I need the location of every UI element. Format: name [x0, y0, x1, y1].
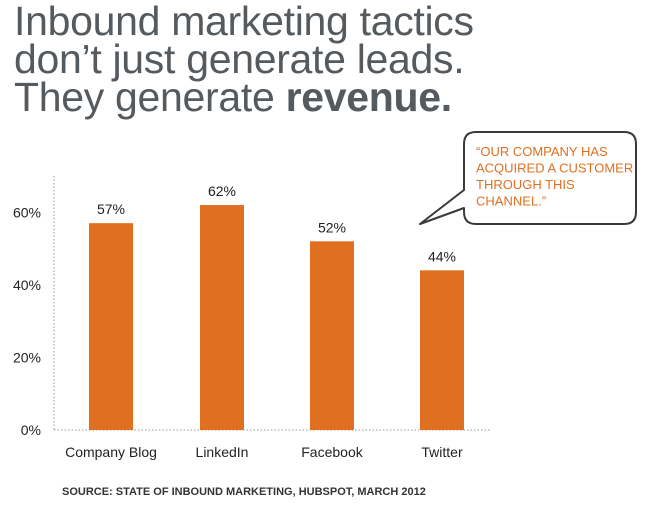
data-label: 57%: [97, 201, 125, 217]
callout-shape: [419, 131, 637, 225]
chart-bars: [89, 205, 464, 430]
data-label: 62%: [208, 183, 236, 199]
callout-text-line: “OUR COMPANY HAS: [476, 144, 608, 159]
category-label: LinkedIn: [196, 444, 249, 460]
headline: Inbound marketing tactics don’t just gen…: [14, 0, 474, 118]
headline-line-3: They generate revenue.: [14, 77, 474, 118]
bar: [200, 205, 244, 430]
data-label: 52%: [318, 219, 346, 235]
category-label: Facebook: [301, 444, 363, 460]
callout-bubble: “OUR COMPANY HAS ACQUIRED A CUSTOMERTHROU…: [419, 131, 637, 225]
bar: [89, 223, 133, 430]
y-tick-label: 60%: [13, 204, 41, 220]
chart-axes: 0% 20% 40% 60%: [13, 176, 490, 438]
category-label: Company Blog: [65, 444, 157, 460]
data-label: 44%: [428, 248, 456, 264]
headline-line-2: don’t just generate leads.: [14, 36, 465, 82]
callout-text-line: THROUGH THIS: [476, 177, 575, 192]
bar: [310, 241, 354, 430]
y-tick-label: 40%: [13, 277, 41, 293]
y-tick-label: 20%: [13, 349, 41, 365]
source-note: SOURCE: STATE OF INBOUND MARKETING, HUBS…: [62, 486, 426, 498]
headline-line-3-prefix: They generate: [14, 74, 286, 120]
chart-labels: 57% Company Blog 62% LinkedIn 52% Facebook 44%…: [65, 183, 463, 460]
headline-line-1: Inbound marketing tactics: [14, 0, 474, 44]
bar: [420, 270, 464, 430]
y-tick-label: 0%: [21, 422, 41, 438]
callout-text-line: ACQUIRED A CUSTOMER: [476, 161, 633, 176]
callout-text-line: CHANNEL.”: [476, 194, 546, 209]
headline-emphasis: revenue.: [285, 74, 453, 120]
category-label: Twitter: [421, 444, 463, 460]
